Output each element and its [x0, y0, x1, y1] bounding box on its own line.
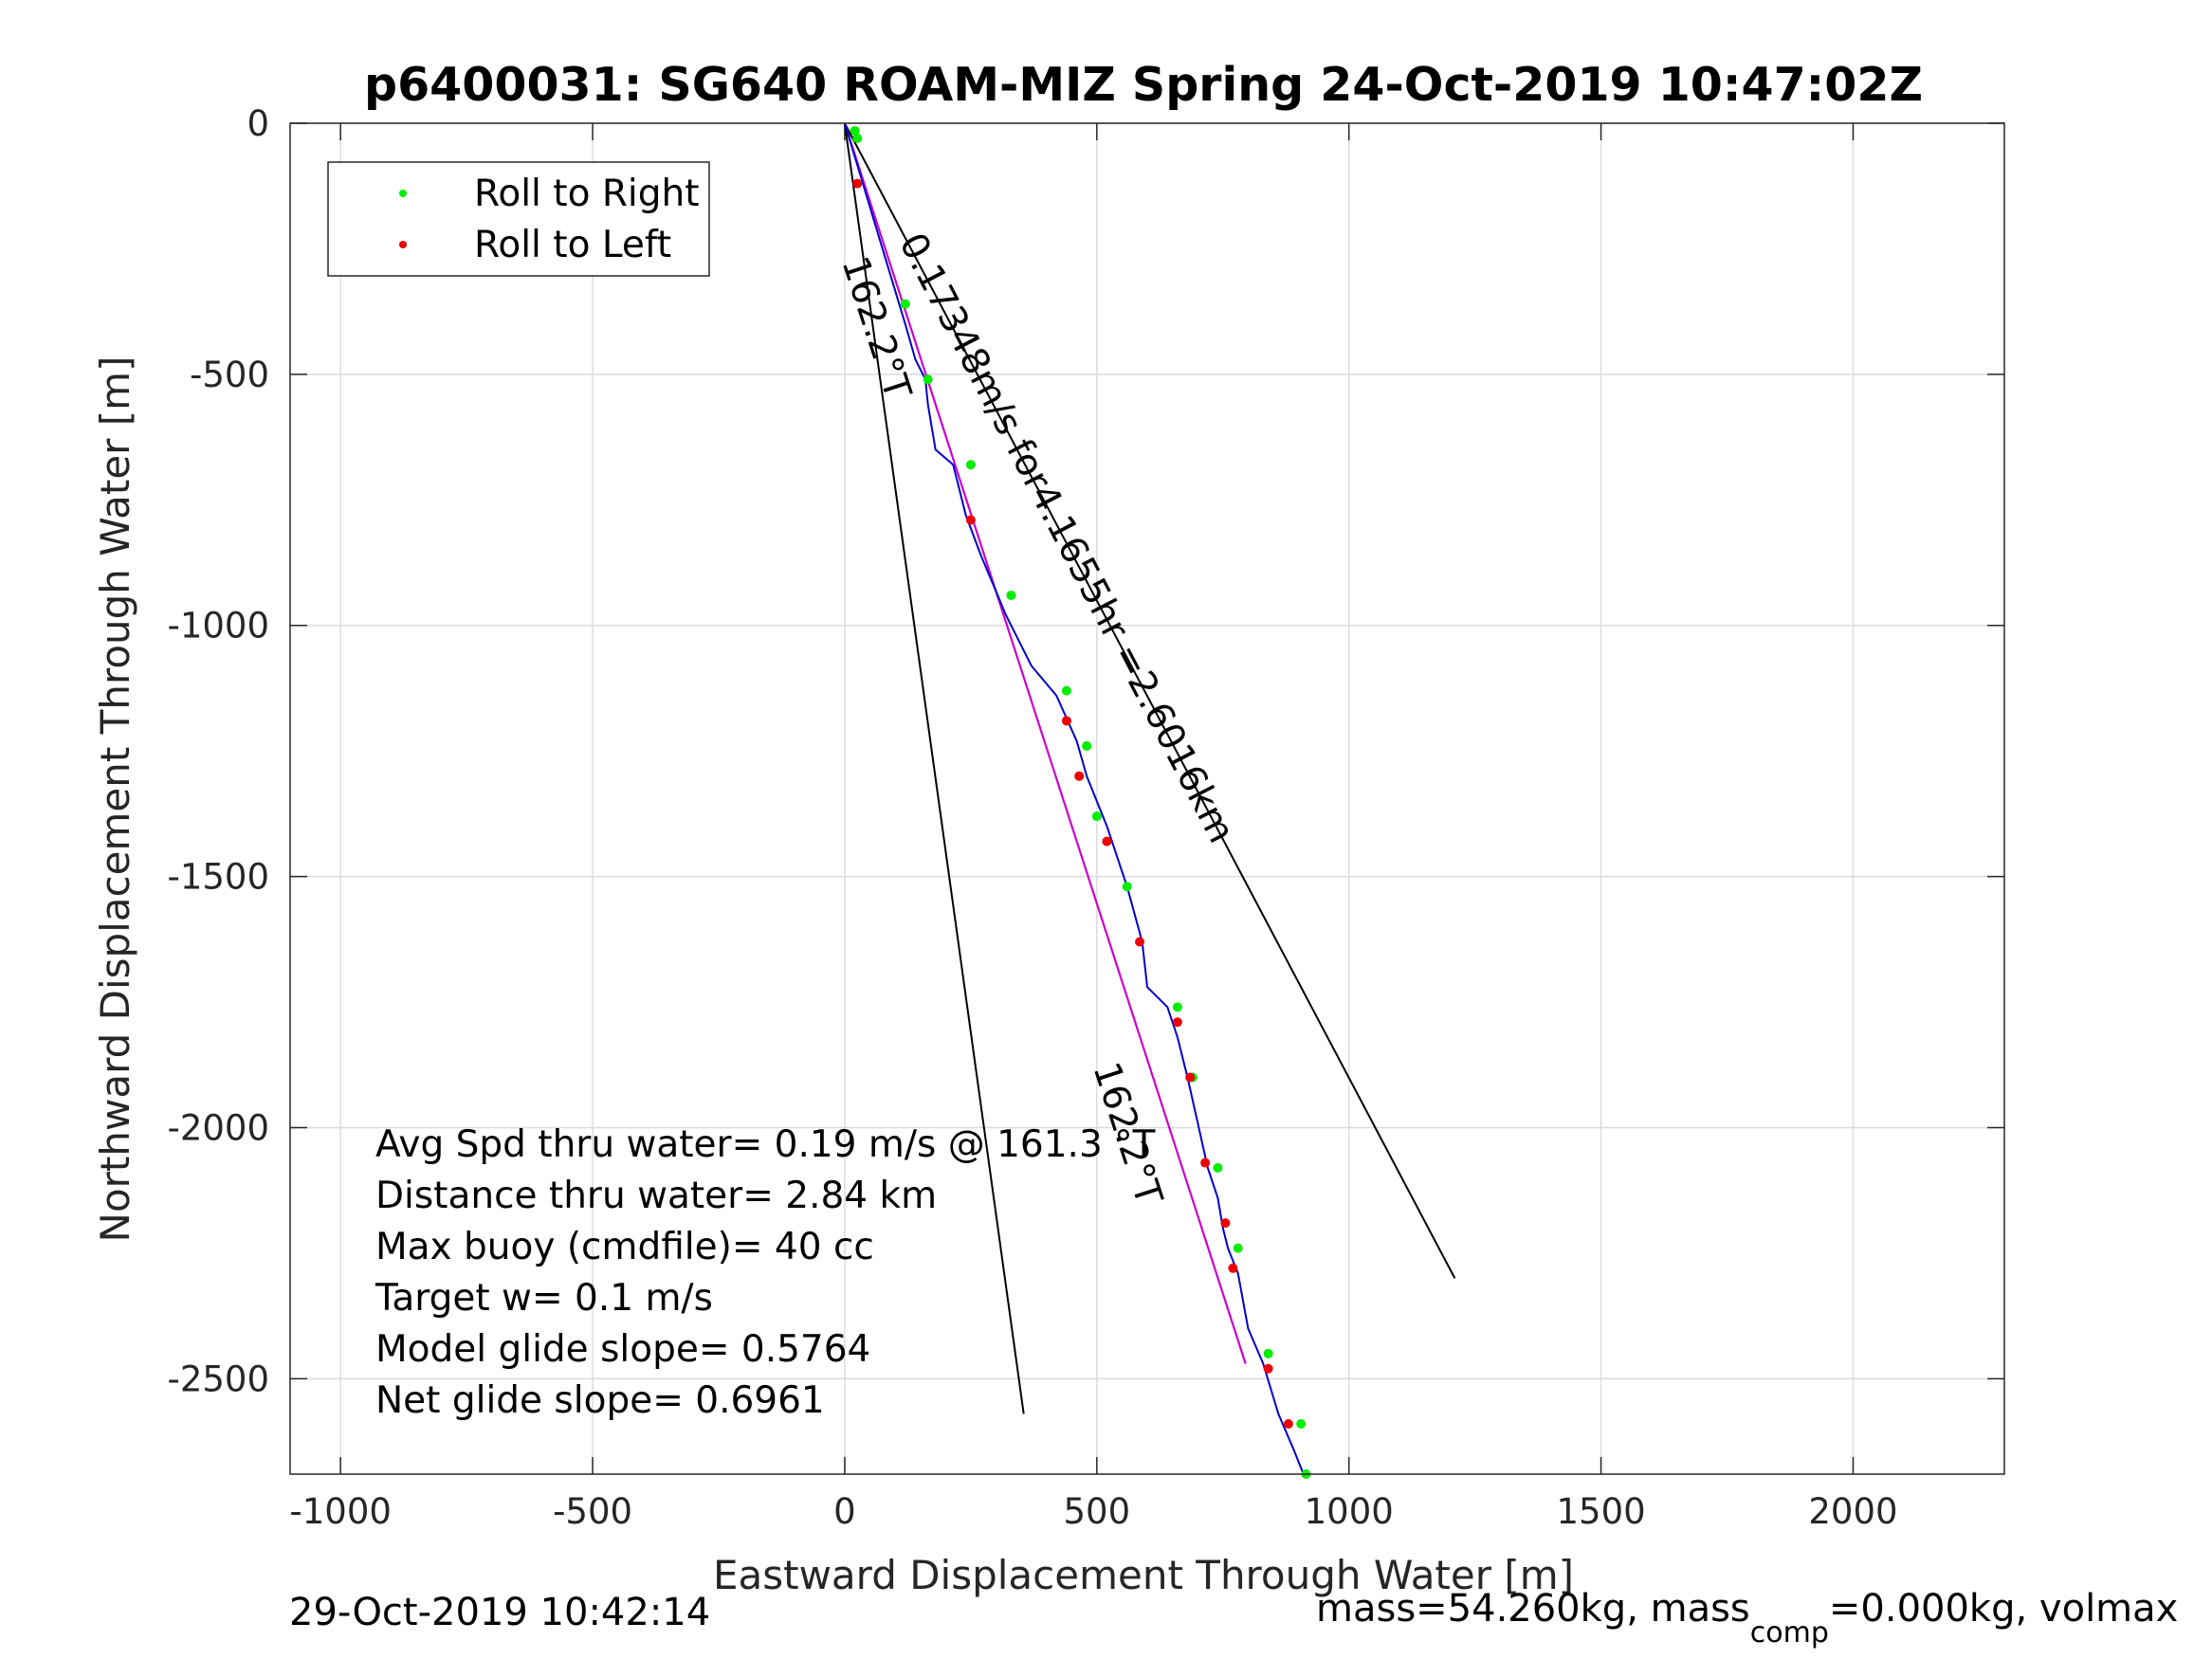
y-tick-label: -1500 [167, 857, 269, 898]
roll-right-point [1061, 685, 1071, 696]
footer-mass-suffix: =0.000kg, volmax [1829, 1587, 2178, 1631]
roll-right-point [1213, 1162, 1223, 1173]
roll-right-point [852, 133, 863, 143]
x-tick-label: 2000 [1808, 1491, 1897, 1532]
roll-left-point [1220, 1218, 1231, 1229]
x-tick-label: 1000 [1305, 1491, 1394, 1532]
y-axis-label: Northward Displacement Through Water [m] [92, 356, 138, 1243]
legend-marker-roll-right [399, 190, 407, 197]
heading-line [843, 122, 1247, 1364]
x-tick-label: -500 [553, 1491, 632, 1532]
roll-left-point [1135, 937, 1145, 947]
y-tick-label: -2500 [167, 1358, 269, 1399]
legend-label-roll-right: Roll to Right [474, 173, 700, 215]
reference-line [843, 122, 1025, 1414]
y-tick-label: -500 [190, 355, 269, 395]
roll-right-point [1082, 740, 1092, 751]
x-tick-label: 500 [1064, 1491, 1131, 1532]
roll-right-point [900, 299, 910, 309]
legend-marker-roll-left [399, 241, 407, 248]
x-tick-label: 1500 [1557, 1491, 1646, 1532]
footer-timestamp: 29-Oct-2019 10:42:14 [289, 1591, 710, 1634]
x-tick-label: -1000 [289, 1491, 392, 1532]
roll-left-point [852, 178, 863, 189]
roll-right-point [1006, 590, 1016, 600]
axis-ticks: -1000 -500 0 500 1000 1500 2000 0 -500 -1000 -1500… [167, 103, 2004, 1532]
reference-line [844, 122, 1456, 1279]
roll-left-point [1061, 716, 1071, 726]
roll-right-point [1233, 1243, 1243, 1253]
footer-mass: mass=54.260kg, masscomp=0.000kg, volmax [1316, 1587, 2178, 1650]
roll-left-point [1283, 1419, 1293, 1430]
series-layer [843, 122, 1456, 1479]
stat-net-glide: Net glide slope= 0.6961 [375, 1379, 825, 1422]
roll-right-point [1172, 1002, 1182, 1012]
stats-block: Avg Spd thru water= 0.19 m/s @ 161.3 °T … [375, 1123, 1156, 1422]
roll-right-point [1122, 882, 1132, 892]
glider-track-line [843, 122, 1305, 1475]
y-tick-label: 0 [247, 103, 269, 144]
roll-left-point [965, 515, 976, 525]
y-tick-label: -2000 [167, 1107, 269, 1148]
roll-left-point [1200, 1158, 1211, 1168]
legend: Roll to Right Roll to Left [327, 161, 710, 277]
plot-area [290, 123, 2004, 1474]
roll-left-point [1172, 1017, 1182, 1028]
roll-right-point [850, 125, 860, 136]
roll-right-point [923, 374, 933, 385]
footer-mass-prefix: mass=54.260kg, mass [1316, 1587, 1750, 1631]
roll-left-point [1263, 1363, 1273, 1374]
legend-label-roll-left: Roll to Left [474, 224, 671, 266]
chart-title: p6400031: SG640 ROAM-MIZ Spring 24-Oct-2… [364, 58, 1923, 112]
y-tick-label: -1000 [167, 606, 269, 647]
roll-left-point [1185, 1072, 1196, 1083]
footer-mass-sub: comp [1750, 1616, 1829, 1650]
roll-right-point [965, 460, 976, 470]
grid [290, 122, 2004, 1474]
legend-box [327, 161, 710, 277]
roll-right-point [1091, 811, 1102, 822]
roll-right-point [1263, 1348, 1273, 1358]
roll-right-point [1296, 1419, 1307, 1430]
roll-left-point [1074, 771, 1085, 781]
roll-left-point [1228, 1263, 1238, 1273]
x-axis-label: Eastward Displacement Through Water [m] [713, 1552, 1574, 1598]
stat-max-buoy: Max buoy (cmdfile)= 40 cc [375, 1226, 874, 1268]
stat-distance: Distance thru water= 2.84 km [375, 1175, 937, 1217]
roll-left-point [1102, 836, 1112, 847]
x-tick-label: 0 [833, 1491, 856, 1532]
axes-frame [289, 122, 2005, 1475]
stat-target-w: Target w= 0.1 m/s [375, 1277, 713, 1320]
stat-avg-speed: Avg Spd thru water= 0.19 m/s @ 161.3 °T [375, 1123, 1156, 1166]
stat-model-glide: Model glide slope= 0.5764 [375, 1328, 870, 1371]
